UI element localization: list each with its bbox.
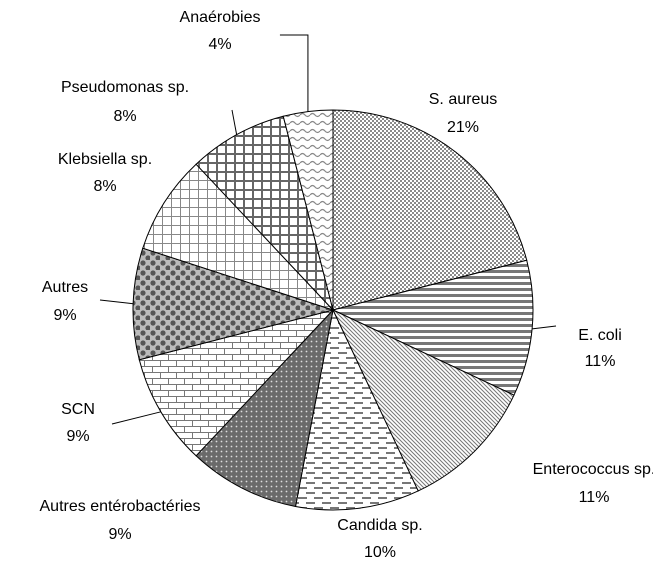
- pie-slice: [331, 308, 515, 492]
- slice-value-label: 4%: [208, 36, 231, 53]
- leader-line: [111, 411, 161, 425]
- slice-label: Autres: [42, 279, 88, 296]
- slice-value-label: 8%: [113, 108, 136, 125]
- slice-label: Enterococcus sp.: [533, 461, 653, 478]
- slice-value-label: 9%: [66, 428, 89, 445]
- pie-slice: [195, 308, 334, 508]
- slice-value-label: 11%: [579, 489, 610, 506]
- slice-value-label: 10%: [364, 544, 396, 561]
- slice-value-label: 11%: [585, 353, 616, 370]
- leader-line: [279, 34, 309, 112]
- pie-slice: [142, 163, 334, 311]
- slice-value-label: 9%: [53, 307, 76, 324]
- leader-line: [532, 325, 557, 330]
- pie-slice: [332, 109, 528, 311]
- slice-value-label: 21%: [447, 119, 479, 136]
- slice-value-label: 8%: [93, 178, 116, 195]
- pie-slice: [294, 308, 419, 511]
- leader-line: [99, 299, 134, 305]
- slice-label: Autres entérobactéries: [40, 498, 201, 515]
- pie-slice: [282, 109, 334, 311]
- pie-slice: [132, 247, 335, 361]
- slice-label: Candida sp.: [337, 517, 422, 534]
- slice-label: SCN: [61, 401, 95, 418]
- slice-label: Klebsiella sp.: [58, 151, 152, 168]
- slice-label: E. coli: [578, 327, 622, 344]
- slice-value-label: 9%: [108, 526, 131, 543]
- slice-label: Pseudomonas sp.: [61, 79, 189, 96]
- slice-label: Anaérobies: [180, 9, 261, 26]
- slice-label: S. aureus: [429, 91, 497, 108]
- leader-line: [231, 109, 238, 135]
- pie-slice: [195, 115, 334, 311]
